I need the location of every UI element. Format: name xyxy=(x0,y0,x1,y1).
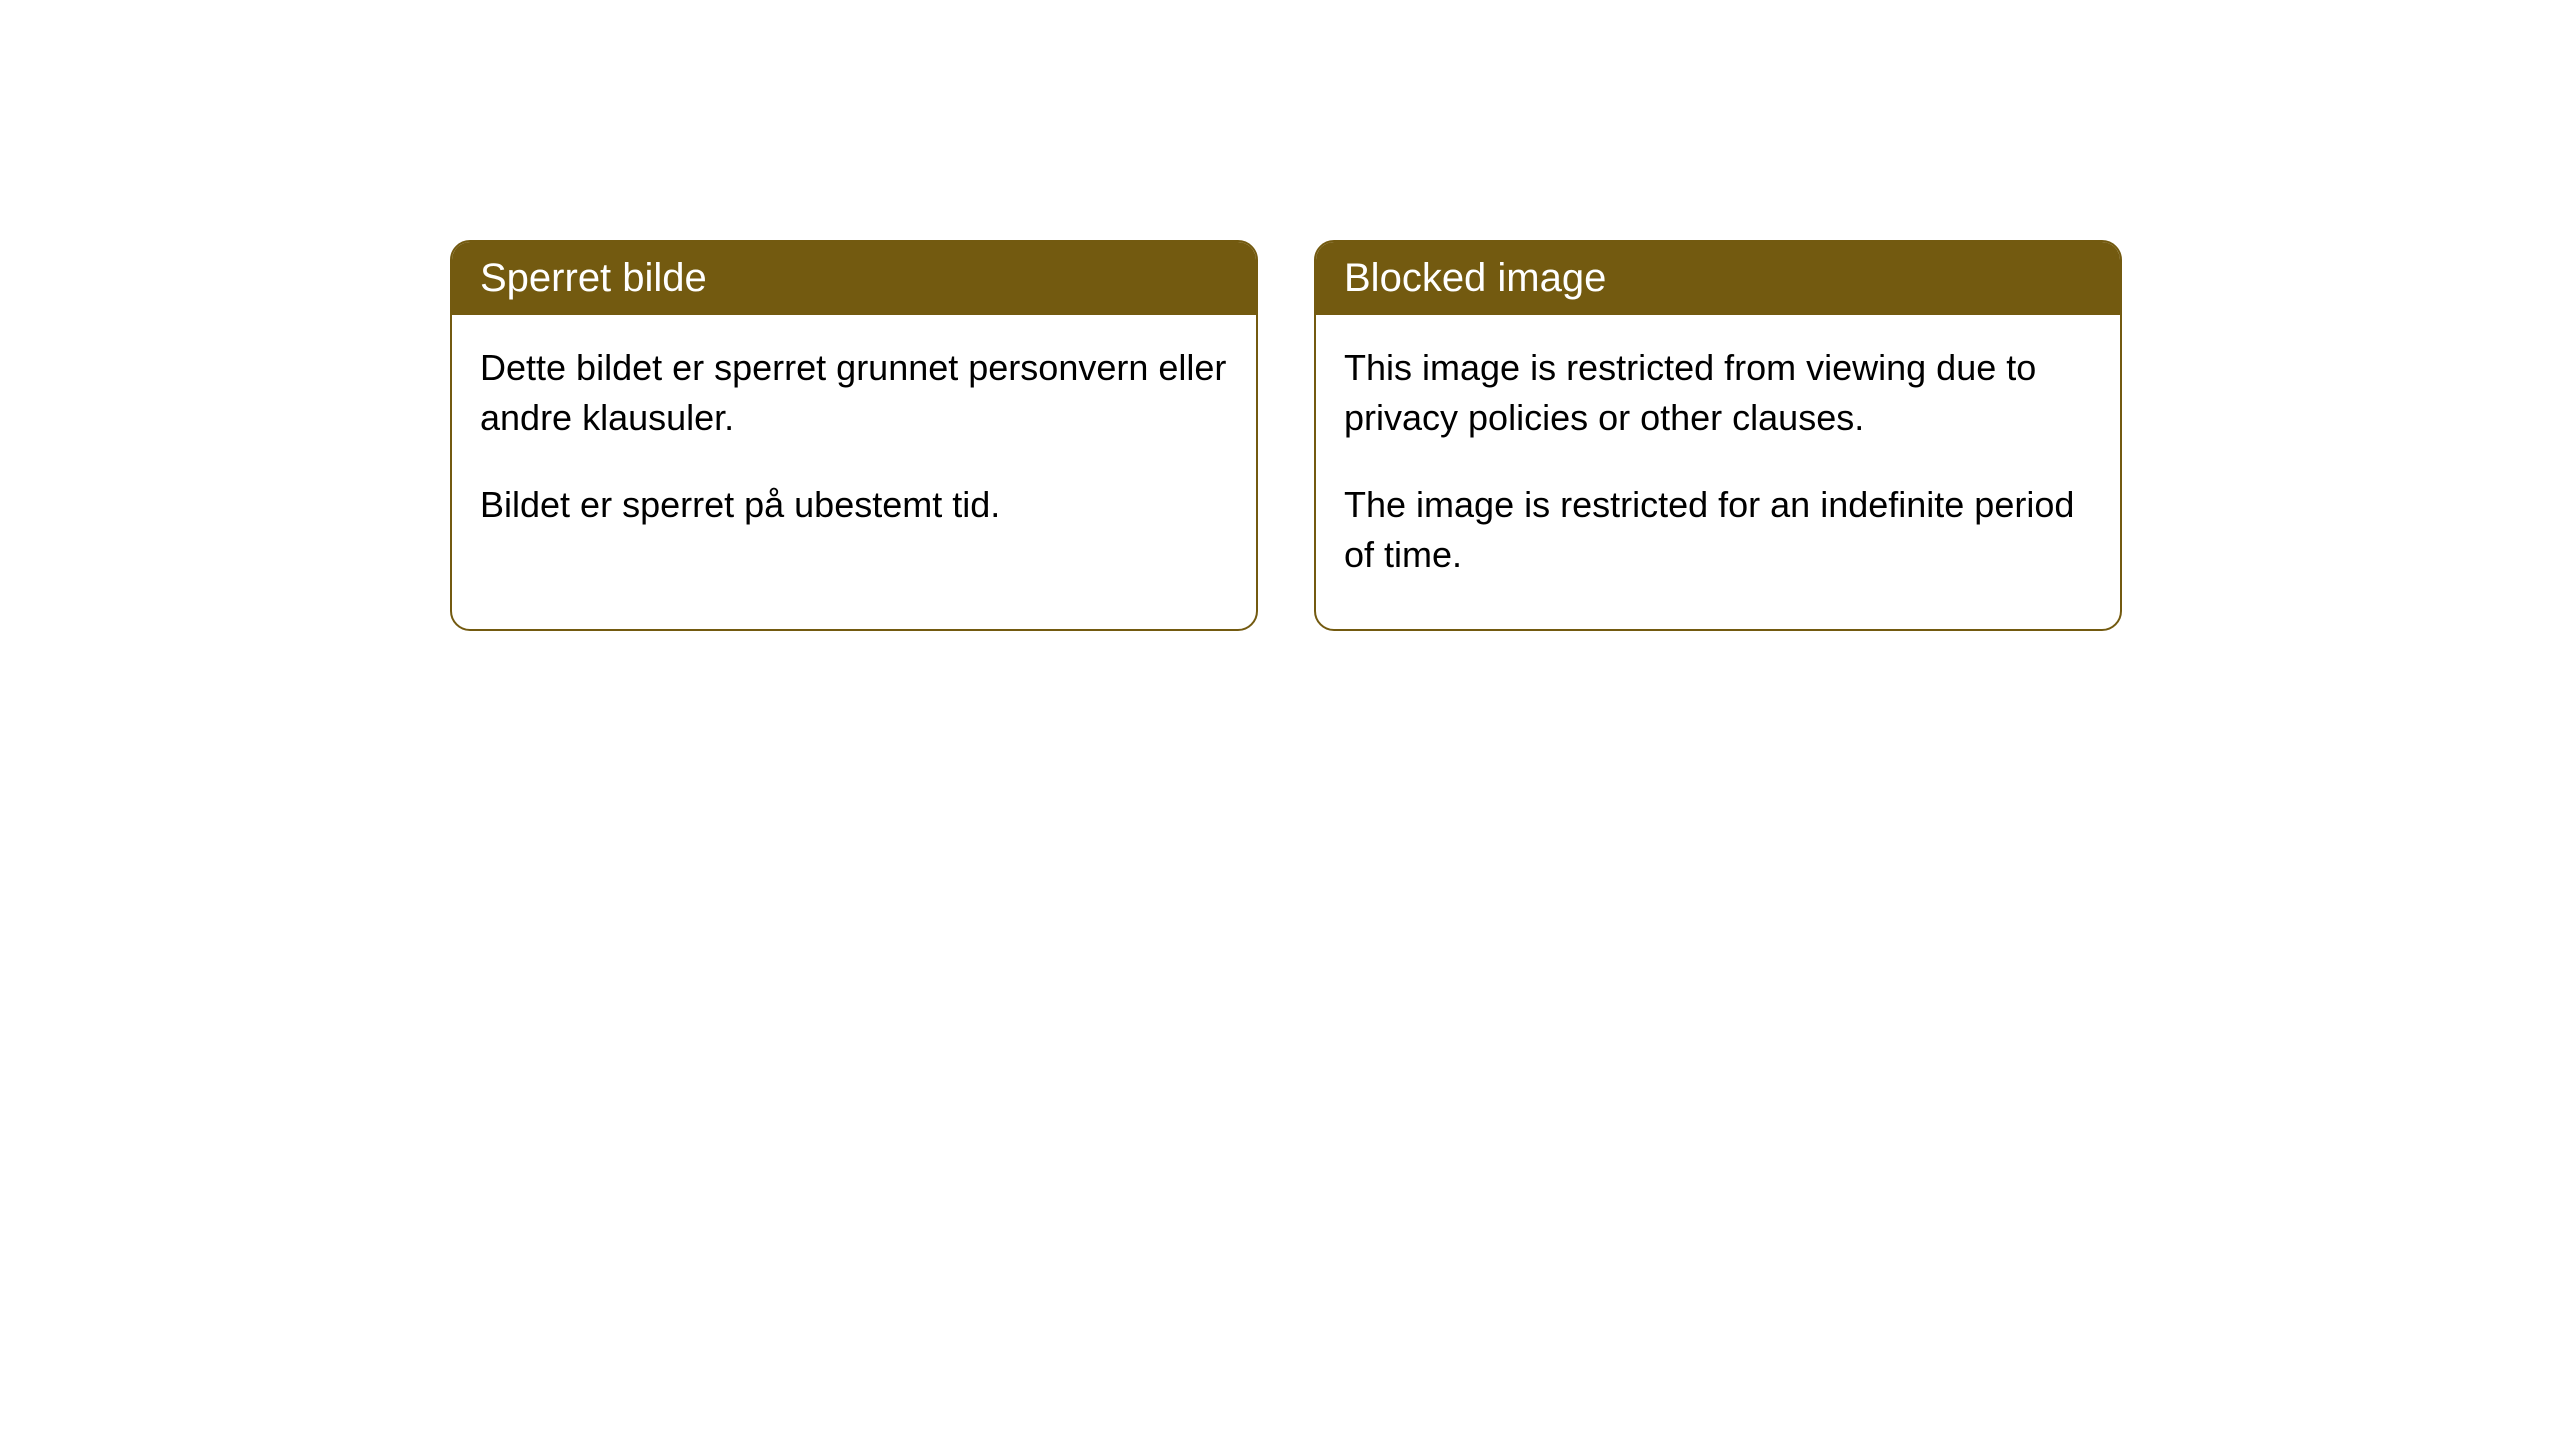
card-header-en: Blocked image xyxy=(1316,242,2120,315)
card-paragraph-no-1: Dette bildet er sperret grunnet personve… xyxy=(480,343,1228,444)
card-paragraph-no-2: Bildet er sperret på ubestemt tid. xyxy=(480,480,1228,530)
card-paragraph-en-1: This image is restricted from viewing du… xyxy=(1344,343,2092,444)
card-header-no: Sperret bilde xyxy=(452,242,1256,315)
blocked-image-card-no: Sperret bilde Dette bildet er sperret gr… xyxy=(450,240,1258,631)
card-body-en: This image is restricted from viewing du… xyxy=(1316,315,2120,629)
card-body-no: Dette bildet er sperret grunnet personve… xyxy=(452,315,1256,578)
card-title-no: Sperret bilde xyxy=(480,256,707,300)
card-title-en: Blocked image xyxy=(1344,256,1606,300)
blocked-image-card-en: Blocked image This image is restricted f… xyxy=(1314,240,2122,631)
card-paragraph-en-2: The image is restricted for an indefinit… xyxy=(1344,480,2092,581)
blocked-image-notices: Sperret bilde Dette bildet er sperret gr… xyxy=(450,240,2122,631)
